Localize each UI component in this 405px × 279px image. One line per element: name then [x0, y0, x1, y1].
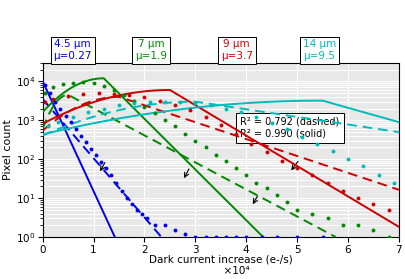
Y-axis label: Pixel count: Pixel count — [3, 119, 13, 180]
Text: 4.5 μm
μ=0.27: 4.5 μm μ=0.27 — [53, 39, 92, 61]
Text: 9 μm
μ=3.7: 9 μm μ=3.7 — [221, 39, 253, 61]
X-axis label: Dark current increase (e-/s)
          ×10⁴: Dark current increase (e-/s) ×10⁴ — [149, 255, 293, 276]
Text: R² = 0.792 (dashed)
R² = 0.990 (solid): R² = 0.792 (dashed) R² = 0.990 (solid) — [241, 117, 340, 138]
Text: 14 μm
μ=9.5: 14 μm μ=9.5 — [303, 39, 336, 61]
Text: 7 μm
μ=1.9: 7 μm μ=1.9 — [135, 39, 167, 61]
